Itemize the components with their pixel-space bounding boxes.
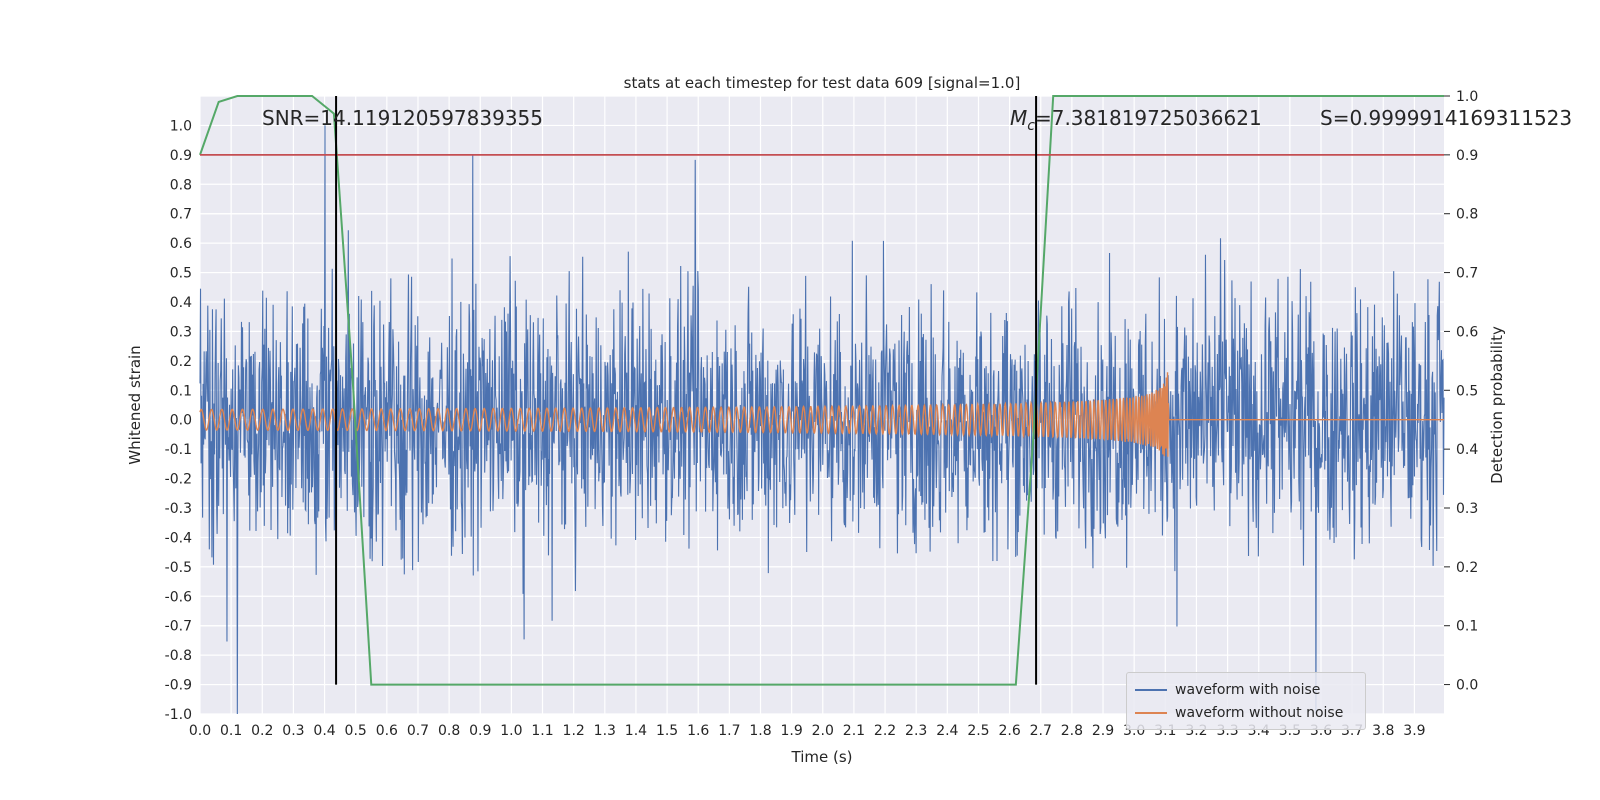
y-tick-label: 0.3 xyxy=(170,324,192,340)
x-axis-label: Time (s) xyxy=(791,748,853,766)
y-tick-label: 0.0 xyxy=(170,413,192,429)
y2-tick-label: 1.0 xyxy=(1456,89,1478,105)
chart-title: stats at each timestep for test data 609… xyxy=(624,74,1021,92)
x-tick-label: 0.6 xyxy=(376,723,398,739)
x-tick-label: 1.9 xyxy=(781,723,803,739)
x-tick-label: 2.3 xyxy=(905,723,927,739)
y-tick-label: 0.1 xyxy=(170,383,192,399)
x-tick-label: 3.8 xyxy=(1372,723,1394,739)
x-tick-label: 0.5 xyxy=(345,723,367,739)
x-tick-label: 1.5 xyxy=(656,723,678,739)
legend-swatch-noise xyxy=(1135,688,1167,691)
chirp-mass-symbol: M xyxy=(1010,106,1027,130)
x-tick-label: 0.0 xyxy=(189,723,211,739)
y-tick-label: 0.2 xyxy=(170,354,192,370)
series-layer xyxy=(199,95,1445,715)
y-tick-label: -0.9 xyxy=(165,678,192,694)
y-tick-label: -0.3 xyxy=(165,501,192,517)
x-tick-label: 1.8 xyxy=(749,723,771,739)
x-tick-label: 2.0 xyxy=(812,723,834,739)
x-tick-label: 1.2 xyxy=(563,723,585,739)
y-tick-label: -0.6 xyxy=(165,589,192,605)
x-tick-label: 2.8 xyxy=(1061,723,1083,739)
y-tick-label: 0.4 xyxy=(170,295,192,311)
x-tick-label: 0.8 xyxy=(438,723,460,739)
x-tick-label: 0.3 xyxy=(282,723,304,739)
x-tick-label: 1.3 xyxy=(594,723,616,739)
chirp-mass-annotation: Mc=7.381819725036621 xyxy=(1010,106,1262,134)
x-tick-label: 0.2 xyxy=(251,723,273,739)
y2-tick-label: 0.8 xyxy=(1456,207,1478,223)
y-tick-label: 0.6 xyxy=(170,236,192,252)
y2-tick-label: 0.2 xyxy=(1456,560,1478,576)
legend-item-clean: waveform without noise xyxy=(1135,701,1357,724)
y2-tick-label: 0.9 xyxy=(1456,148,1478,164)
y-tick-label: -0.1 xyxy=(165,442,192,458)
x-tick-label: 2.2 xyxy=(874,723,896,739)
y-axis-label: Whitened strain xyxy=(126,345,144,464)
x-tick-label: 2.5 xyxy=(967,723,989,739)
y-tick-label: -0.8 xyxy=(165,648,192,664)
y-tick-label: 1.0 xyxy=(170,118,192,134)
y-tick-label: 0.9 xyxy=(170,148,192,164)
y-tick-label: -1.0 xyxy=(165,707,192,723)
y-tick-label: 0.5 xyxy=(170,266,192,282)
x-tick-label: 1.0 xyxy=(500,723,522,739)
legend-label-clean: waveform without noise xyxy=(1175,704,1344,721)
x-tick-label: 2.9 xyxy=(1092,723,1114,739)
x-tick-label: 0.7 xyxy=(407,723,429,739)
x-tick-label: 1.7 xyxy=(718,723,740,739)
legend: waveform with noise waveform without noi… xyxy=(1126,672,1366,730)
x-tick-label: 2.7 xyxy=(1030,723,1052,739)
series-detection-probability xyxy=(199,95,1444,686)
score-annotation: S=0.9999914169311523 xyxy=(1320,106,1572,130)
legend-item-noise: waveform with noise xyxy=(1135,678,1357,701)
y2-tick-label: 0.3 xyxy=(1456,501,1478,517)
y2-tick-label: 0.6 xyxy=(1456,324,1478,340)
chirp-mass-value: =7.381819725036621 xyxy=(1035,106,1262,130)
y-tick-label: 0.7 xyxy=(170,207,192,223)
y-tick-label: -0.4 xyxy=(165,530,192,546)
y2-axis-label: Detection probability xyxy=(1488,326,1506,484)
y-tick-labels: 1.0 0.9 0.8 0.7 0.6 0.5 0.4 0.3 0.2 0.1 0.0 -0.1 -0.… xyxy=(165,118,192,723)
x-tick-label: 1.4 xyxy=(625,723,647,739)
y2-tick-label: 0.5 xyxy=(1456,383,1478,399)
y2-tick-label: 0.0 xyxy=(1456,678,1478,694)
x-tick-label: 1.1 xyxy=(531,723,553,739)
x-tick-label: 0.4 xyxy=(313,723,335,739)
y-tick-label: 0.8 xyxy=(170,177,192,193)
y-tick-label: -0.2 xyxy=(165,472,192,488)
chirp-mass-subscript: c xyxy=(1027,118,1035,134)
x-tick-label: 2.4 xyxy=(936,723,958,739)
y-tick-label: -0.7 xyxy=(165,619,192,635)
snr-annotation: SNR=14.119120597839355 xyxy=(262,106,543,130)
y-tick-label: -0.5 xyxy=(165,560,192,576)
y2-tick-label: 0.1 xyxy=(1456,619,1478,635)
series-waveform-without-noise xyxy=(199,372,1444,457)
x-tick-label: 3.9 xyxy=(1403,723,1425,739)
x-tick-label: 2.6 xyxy=(998,723,1020,739)
y2-tick-labels: 1.0 0.9 0.8 0.7 0.6 0.5 0.4 0.3 0.2 0.1 0.0 xyxy=(1444,89,1478,694)
x-tick-label: 0.9 xyxy=(469,723,491,739)
y2-tick-label: 0.7 xyxy=(1456,266,1478,282)
legend-swatch-clean xyxy=(1135,711,1167,714)
x-tick-label: 2.1 xyxy=(843,723,865,739)
legend-label-noise: waveform with noise xyxy=(1175,681,1321,698)
x-tick-label: 1.6 xyxy=(687,723,709,739)
series-waveform-with-noise xyxy=(199,125,1445,715)
x-tick-label: 0.1 xyxy=(220,723,242,739)
y2-tick-label: 0.4 xyxy=(1456,442,1478,458)
